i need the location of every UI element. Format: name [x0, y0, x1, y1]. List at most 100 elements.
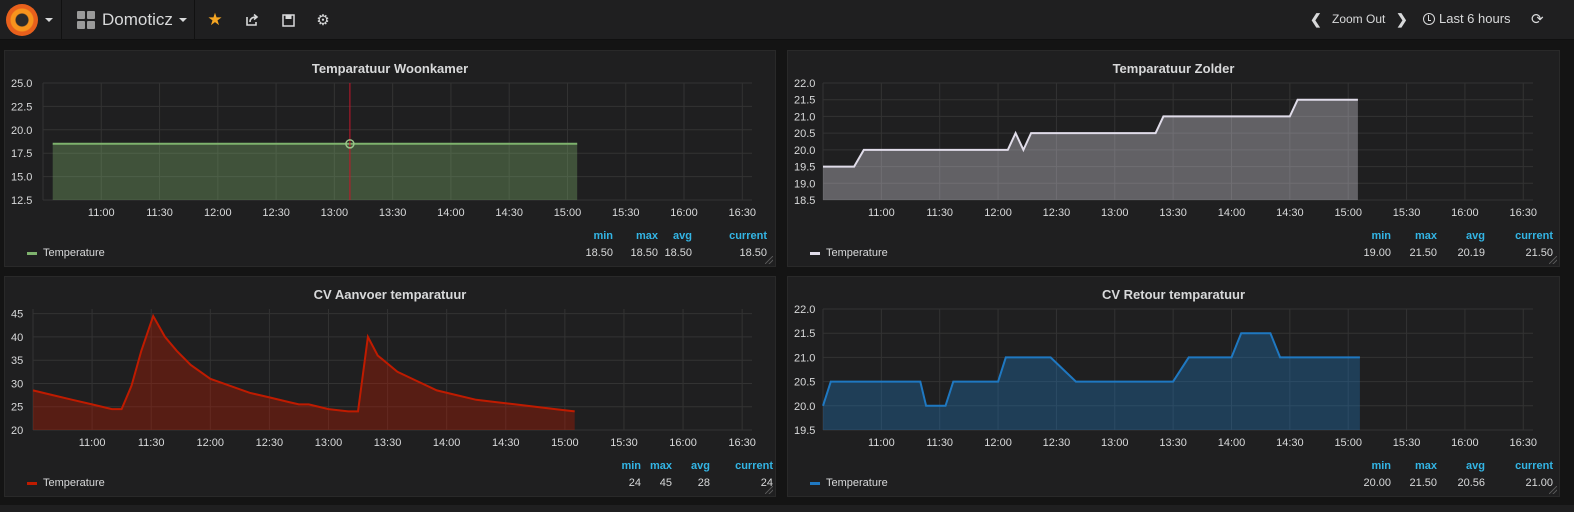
y-tick-label: 30: [11, 378, 23, 390]
graph-panel[interactable]: Temparatuur Woonkamer 12.5 15.0 17.5 20.0 22.…: [4, 50, 776, 267]
legend-header-avg[interactable]: avg: [673, 230, 692, 242]
dashboard-picker-button[interactable]: Domoticz: [63, 0, 195, 40]
x-tick-label: 14:30: [495, 207, 523, 219]
series-line[interactable]: [823, 98, 1358, 168]
legend-header-max[interactable]: max: [1414, 460, 1437, 472]
x-tick-label: 11:00: [79, 437, 106, 449]
y-tick-label: 20.0: [11, 125, 32, 137]
chevron-left-icon[interactable]: ❮: [1310, 11, 1322, 27]
share-icon[interactable]: [242, 10, 262, 30]
x-tick-label: 16:00: [1451, 207, 1479, 219]
legend-value-min: 19.00: [1363, 247, 1391, 259]
legend-value-max: 45: [659, 477, 672, 489]
resize-handle-icon[interactable]: [1549, 486, 1557, 494]
star-icon[interactable]: ★: [207, 10, 223, 29]
x-tick-label: 14:30: [1276, 437, 1304, 449]
series-line[interactable]: [822, 332, 1360, 407]
x-tick-label: 13:30: [374, 437, 402, 449]
panel-title[interactable]: CV Aanvoer temparatuur: [313, 287, 467, 302]
resize-handle-icon[interactable]: [1549, 256, 1557, 264]
series-line[interactable]: [32, 313, 575, 413]
legend-header-avg[interactable]: avg: [691, 460, 710, 472]
legend-header-current[interactable]: current: [729, 230, 767, 242]
y-tick-label: 20.0: [794, 401, 815, 413]
legend-header-current[interactable]: current: [1515, 230, 1553, 242]
resize-handle-icon[interactable]: [765, 256, 773, 264]
series-area: [823, 99, 1358, 200]
legend-value-max: 18.50: [630, 247, 658, 259]
x-tick-label: 13:00: [315, 437, 343, 449]
legend-header-min[interactable]: min: [1371, 460, 1391, 472]
legend-header-min[interactable]: min: [1371, 230, 1391, 242]
time-range-picker[interactable]: Last 6 hours: [1439, 11, 1511, 26]
dashboard-grid-icon: [77, 11, 95, 29]
x-tick-label: 12:00: [197, 437, 225, 449]
legend-series-name[interactable]: Temperature: [826, 477, 888, 489]
resize-handle-icon[interactable]: [765, 486, 773, 494]
legend-value-avg: 20.56: [1457, 477, 1485, 489]
y-tick-label: 17.5: [11, 148, 32, 160]
zoom-out-button[interactable]: Zoom Out: [1332, 12, 1386, 26]
y-tick-label: 25: [11, 402, 23, 414]
legend-header-max[interactable]: max: [1414, 230, 1437, 242]
legend-header-min[interactable]: min: [621, 460, 641, 472]
legend-value-current: 21.50: [1525, 247, 1553, 259]
y-tick-label: 19.5: [794, 162, 815, 174]
x-tick-label: 14:30: [492, 437, 520, 449]
x-tick-label: 11:00: [88, 207, 115, 219]
y-tick-label: 25.0: [11, 78, 32, 90]
legend-header-max[interactable]: max: [649, 460, 672, 472]
chevron-right-icon[interactable]: ❯: [1396, 11, 1408, 27]
y-tick-label: 21.0: [794, 111, 815, 123]
x-tick-label: 16:00: [669, 437, 697, 449]
y-tick-label: 19.5: [794, 425, 815, 437]
legend-swatch[interactable]: [27, 482, 37, 485]
legend-header-avg[interactable]: avg: [1466, 230, 1485, 242]
panel-title[interactable]: Temparatuur Woonkamer: [311, 61, 469, 76]
panel-title[interactable]: CV Retour temparatuur: [1101, 287, 1246, 302]
legend-header-avg[interactable]: avg: [1466, 460, 1485, 472]
graph-panel[interactable]: CV Aanvoer temparatuur 20 25 30 35 40 45 11:00 1…: [4, 276, 776, 497]
graph-panel[interactable]: CV Retour temparatuur 19.5 20.0 20.5 21.0 21.…: [787, 276, 1560, 497]
panel-title[interactable]: Temparatuur Zolder: [1112, 61, 1235, 76]
y-tick-label: 20.5: [794, 377, 815, 389]
refresh-icon[interactable]: ⟳: [1531, 11, 1544, 28]
top-navbar: Domoticz ★ ⚙ ❮ Zoom Out ❯ Last 6 hours ⟳: [0, 0, 1574, 40]
x-tick-label: 11:30: [926, 437, 953, 449]
x-tick-label: 15:00: [554, 207, 582, 219]
legend-swatch[interactable]: [810, 252, 820, 255]
graph-plot[interactable]: 12.5 15.0 17.5 20.0 22.5 25.0 11:00 11:30 12:00 1…: [5, 51, 777, 228]
settings-gear-icon[interactable]: ⚙: [316, 12, 330, 29]
legend-series-name[interactable]: Temperature: [43, 247, 105, 259]
save-icon[interactable]: [278, 10, 298, 30]
graph-plot[interactable]: 19.5 20.0 20.5 21.0 21.5 22.0 11:00 11:30 12:00 1…: [788, 277, 1561, 458]
y-tick-label: 45: [11, 309, 23, 321]
graph-panel[interactable]: Temparatuur Zolder 18.5 19.0 19.5 20.0 20.5 21…: [787, 50, 1560, 267]
legend-series-name[interactable]: Temperature: [826, 247, 888, 259]
legend-header-current[interactable]: current: [1515, 460, 1553, 472]
y-tick-label: 21.0: [794, 352, 815, 364]
x-tick-label: 12:30: [1043, 437, 1071, 449]
graph-plot[interactable]: 20 25 30 35 40 45 11:00 11:30 12:00 12:30 13:00 13:…: [5, 277, 777, 458]
x-tick-label: 13:30: [1159, 437, 1187, 449]
legend-swatch[interactable]: [27, 252, 37, 255]
legend-header-min[interactable]: min: [593, 230, 613, 242]
graph-plot[interactable]: 18.5 19.0 19.5 20.0 20.5 21.0 21.5 22.0 11:00 11:…: [788, 51, 1561, 228]
legend-header-current[interactable]: current: [735, 460, 773, 472]
legend-swatch[interactable]: [810, 482, 820, 485]
x-tick-label: 12:00: [204, 207, 232, 219]
x-tick-label: 12:30: [1043, 207, 1071, 219]
x-tick-label: 12:00: [984, 437, 1012, 449]
x-tick-label: 13:30: [379, 207, 407, 219]
y-tick-label: 20.5: [794, 128, 815, 140]
legend-series-name[interactable]: Temperature: [43, 477, 105, 489]
grafana-menu-button[interactable]: [0, 0, 62, 40]
x-tick-label: 14:30: [1276, 207, 1304, 219]
x-tick-label: 11:30: [926, 207, 953, 219]
y-tick-label: 35: [11, 355, 23, 367]
chevron-down-icon: [45, 18, 53, 22]
x-tick-label: 12:30: [262, 207, 290, 219]
legend-value-max: 21.50: [1409, 477, 1437, 489]
legend-header-max[interactable]: max: [635, 230, 658, 242]
x-tick-label: 13:00: [1101, 207, 1129, 219]
